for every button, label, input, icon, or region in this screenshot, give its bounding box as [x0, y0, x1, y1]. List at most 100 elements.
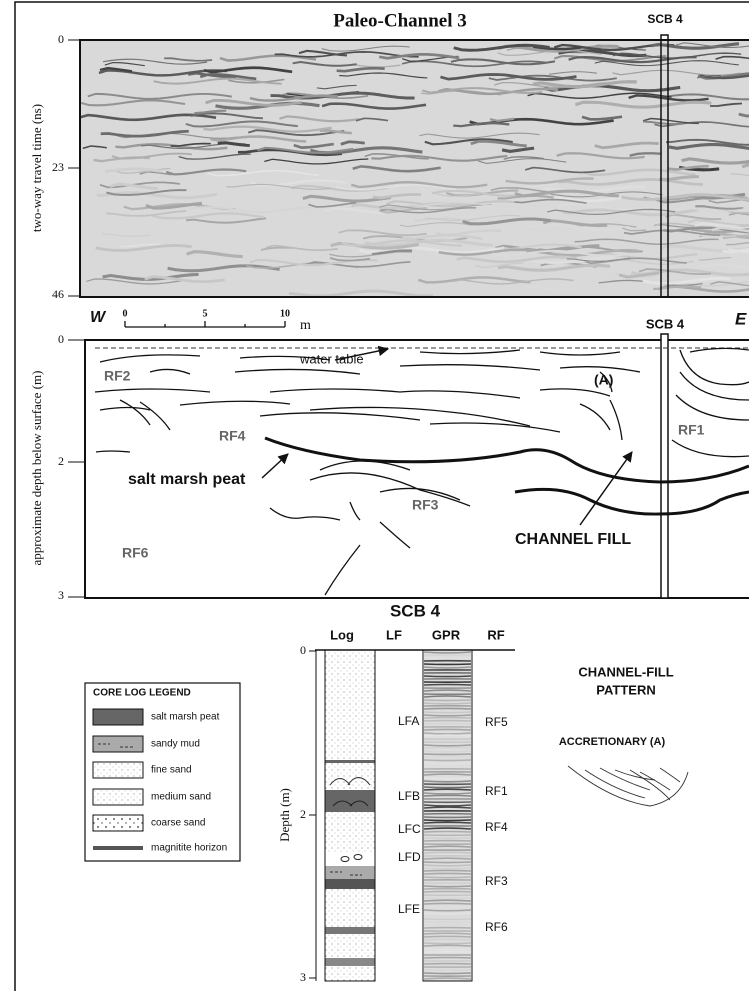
core-label: SCB 4 [647, 12, 683, 26]
gpr-reflection [475, 262, 524, 269]
annotation: RF1 [678, 422, 705, 438]
gpr-reflection [424, 942, 471, 945]
gpr-reflection [710, 281, 749, 287]
annotation: RF4 [219, 428, 246, 444]
gpr-reflection [336, 66, 385, 73]
column-header: RF [487, 627, 504, 642]
core-log [324, 649, 376, 982]
lf-label: LFC [398, 822, 421, 836]
gpr-reflection [687, 219, 749, 226]
y-tick-label: 3 [300, 970, 306, 984]
annotation: water table [299, 351, 364, 366]
gpr-reflection [722, 234, 749, 240]
gpr-reflection [557, 203, 655, 211]
gpr-reflection [186, 250, 243, 259]
gpr-reflection [523, 183, 556, 188]
gpr-reflection [553, 54, 667, 62]
gpr-reflection [424, 806, 471, 809]
gpr-reflection [642, 276, 731, 285]
gpr-reflection [526, 256, 615, 265]
gpr-reflection [424, 732, 471, 735]
gpr-reflection [424, 857, 471, 860]
gpr-reflection [581, 115, 623, 121]
gpr-reflection [424, 666, 471, 669]
gpr-reflection [437, 87, 559, 96]
core-marker [660, 34, 669, 298]
y-tick-label: 0 [58, 32, 64, 46]
gpr-reflection [95, 244, 192, 252]
y-axis-label: approximate depth below surface (m) [29, 371, 44, 566]
gpr-reflection [424, 792, 471, 795]
gpr-reflection [421, 87, 543, 94]
gpr-reflection [424, 944, 471, 947]
gpr-reflection [379, 53, 460, 60]
gpr-reflection [453, 278, 574, 285]
gpr-reflection [525, 285, 574, 291]
gpr-reflection [668, 142, 749, 150]
gpr-reflection [87, 92, 232, 100]
gpr-reflection [359, 246, 504, 255]
gpr-reflection [265, 244, 338, 251]
gpr-reflection [424, 909, 471, 912]
lf-label: LFB [398, 789, 420, 803]
gpr-reflection [715, 55, 749, 60]
scale-tick-label: 0 [123, 308, 128, 319]
gpr-reflection [288, 289, 433, 296]
west-label: W [90, 309, 107, 326]
gpr-reflection [699, 74, 749, 80]
legend-swatch [92, 761, 144, 779]
gpr-reflection [308, 201, 357, 208]
gpr-reflection [562, 208, 699, 217]
rf-label: RF5 [485, 715, 508, 729]
gpr-reflection [438, 248, 551, 256]
gpr-reflection [583, 168, 696, 177]
gpr-reflection [424, 734, 471, 737]
gpr-reflection [414, 217, 471, 222]
gpr-reflection [338, 229, 427, 237]
gpr-reflection [665, 138, 749, 146]
gpr-reflection [514, 189, 619, 198]
annotation: RF2 [104, 368, 131, 384]
gpr-reflection [594, 141, 659, 150]
east-label: E [735, 309, 747, 328]
gpr-reflection [424, 872, 471, 875]
gpr-reflection [722, 248, 749, 254]
gpr-reflection [505, 177, 594, 185]
gpr-reflection [728, 212, 749, 216]
gpr-reflection [456, 255, 577, 264]
gpr-reflection [217, 141, 250, 148]
gpr-reflection [582, 257, 687, 264]
gpr-reflection [424, 744, 471, 747]
gpr-reflection [424, 699, 471, 702]
gpr-reflection [102, 58, 208, 65]
gpr-reflection [621, 227, 647, 232]
y-tick-label: 2 [58, 454, 64, 468]
gpr-reflection [306, 261, 411, 268]
gpr-reflection [490, 187, 547, 193]
gpr-reflection [424, 864, 471, 867]
gpr-reflection [401, 60, 547, 68]
gpr-reflection [424, 923, 471, 926]
scale-tick-label: 10 [280, 308, 290, 319]
legend-swatch [92, 735, 144, 753]
gpr-reflection [424, 788, 471, 791]
gpr-reflection [424, 885, 471, 888]
gpr-reflection [424, 906, 471, 909]
annotation: salt marsh peat [128, 471, 246, 488]
gpr-reflection [178, 153, 251, 160]
gpr-reflection [424, 972, 471, 975]
gpr-reflection [247, 129, 345, 137]
gpr-reflection [190, 112, 263, 120]
gpr-reflection [424, 912, 471, 915]
gpr-reflection [424, 780, 471, 783]
gpr-reflection [417, 276, 531, 284]
gpr-reflection [424, 935, 471, 938]
gpr-reflection [203, 66, 293, 74]
y-tick-label: 46 [52, 287, 64, 301]
gpr-reflection [82, 145, 107, 150]
gpr-reflection [319, 129, 352, 135]
gpr-reflection [250, 179, 347, 187]
pattern-title: CHANNEL-FILL [578, 664, 673, 679]
gpr-reflection [316, 84, 357, 90]
gpr-reflection [711, 226, 749, 233]
